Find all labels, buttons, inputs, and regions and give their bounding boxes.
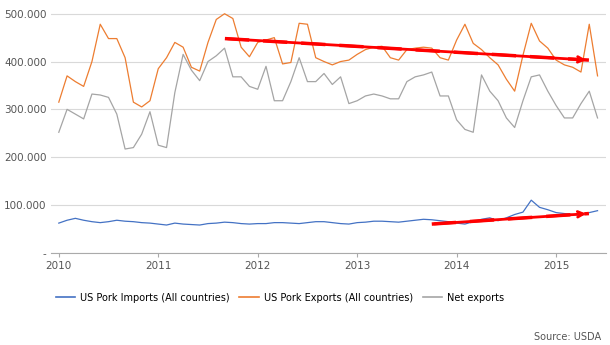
- Text: Source: USDA: Source: USDA: [534, 332, 601, 342]
- Legend: US Pork Imports (All countries), US Pork Exports (All countries), Net exports: US Pork Imports (All countries), US Pork…: [56, 293, 504, 303]
